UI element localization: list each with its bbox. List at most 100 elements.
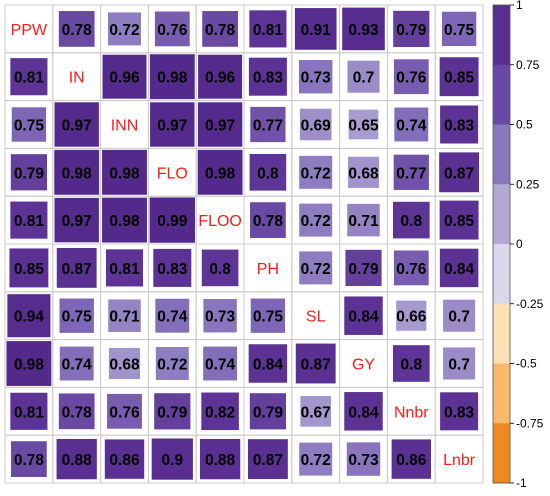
correlation-cell (347, 156, 380, 188)
correlation-cell (104, 439, 145, 479)
correlation-value: 0.93 (348, 22, 379, 39)
correlation-value: 0.79 (253, 404, 284, 421)
correlation-cell (149, 197, 195, 243)
correlation-cell (11, 107, 47, 142)
correlation-value: 0.81 (14, 404, 45, 421)
correlation-value: 0.79 (157, 404, 188, 421)
diagonal-cell (340, 340, 387, 387)
correlation-cell (10, 58, 48, 96)
correlation-value: 0.73 (205, 309, 236, 326)
variable-label: Lnbr (443, 452, 476, 469)
correlation-cell (393, 250, 429, 286)
correlation-cell (10, 392, 48, 430)
correlation-cell (439, 152, 480, 193)
correlation-cell (203, 298, 237, 333)
correlation-value: 0.67 (301, 404, 331, 421)
correlation-value: 0.72 (301, 261, 331, 278)
correlation-cell (155, 347, 189, 380)
correlation-cell (197, 102, 243, 147)
correlation-cell (7, 294, 51, 338)
legend-swatch (493, 303, 510, 364)
correlation-value: 0.87 (253, 452, 283, 469)
correlation-value: 0.88 (205, 452, 236, 469)
correlation-cell (10, 154, 47, 191)
correlation-cell (345, 249, 382, 286)
correlation-value: 0.78 (253, 213, 284, 230)
correlation-cell (299, 251, 333, 285)
correlation-value: 0.81 (109, 261, 140, 278)
correlation-cell (396, 300, 427, 331)
correlation-value: 0.96 (109, 70, 140, 87)
cell-border (434, 434, 484, 484)
legend-swatch (493, 5, 510, 66)
correlation-cell (439, 200, 479, 240)
variable-label: PH (257, 261, 279, 278)
correlation-value: 0.78 (62, 22, 93, 39)
correlation-value: 0.76 (109, 404, 140, 421)
variable-label: IN (69, 70, 85, 87)
correlation-cell (105, 249, 144, 287)
correlation-cell (248, 344, 288, 383)
correlation-value: 0.81 (253, 22, 284, 39)
correlation-value: 0.94 (14, 309, 45, 326)
correlation-cell (391, 439, 431, 479)
correlation-cell (299, 203, 333, 237)
diagonal-cell (245, 245, 291, 291)
correlation-value: 0.98 (62, 165, 93, 182)
legend-tick-label: -0.25 (516, 297, 544, 311)
correlation-value: 0.73 (301, 70, 332, 87)
legend-tick-label: 0.75 (516, 58, 540, 72)
legend-swatch (493, 184, 510, 245)
correlation-value: 0.8 (209, 261, 231, 278)
color-legend: 1 0.75 0.5 0.25 0 -0.25 -0.5 -0.75 -1 (492, 0, 544, 490)
correlation-cell (295, 343, 336, 384)
correlation-cell (439, 57, 479, 97)
correlation-value: 0.75 (444, 22, 475, 39)
correlation-cell (344, 392, 383, 431)
variable-label: SL (306, 309, 326, 326)
correlation-cell (342, 7, 385, 51)
correlation-cell (294, 8, 337, 50)
correlation-cell (247, 439, 288, 480)
correlation-value: 0.83 (253, 70, 284, 87)
correlation-cell (108, 299, 141, 332)
correlation-value: 0.75 (14, 118, 45, 135)
correlation-cell (154, 11, 190, 47)
correlation-cell (344, 296, 383, 335)
correlation-value: 0.85 (14, 261, 45, 278)
legend-swatch (493, 244, 510, 305)
correlation-cell (443, 347, 476, 380)
correlation-value: 0.81 (14, 213, 45, 230)
correlation-value: 0.97 (157, 118, 187, 135)
correlation-cell (201, 392, 239, 431)
correlation-value: 0.82 (205, 404, 235, 421)
correlation-cell (56, 247, 97, 288)
correlation-value: 0.84 (348, 309, 379, 326)
correlation-value: 0.86 (109, 452, 140, 469)
diagonal-cell (292, 292, 339, 339)
correlation-value: 0.97 (62, 213, 92, 230)
correlation-value: 0.74 (396, 118, 427, 135)
correlation-value: 0.87 (62, 261, 92, 278)
correlation-value: 0.74 (157, 309, 188, 326)
correlation-value: 0.77 (253, 118, 283, 135)
legend-swatch (493, 423, 510, 484)
correlation-value: 0.72 (301, 213, 331, 230)
correlation-cell (197, 149, 243, 195)
correlation-value: 0.77 (396, 165, 426, 182)
diagonal-cell (197, 197, 243, 243)
correlation-value: 0.98 (109, 165, 140, 182)
correlation-value: 0.97 (205, 118, 235, 135)
correlation-cell (248, 57, 287, 96)
correlation-value: 0.98 (109, 213, 140, 230)
legend-swatch (493, 64, 510, 125)
correlation-cell (59, 298, 94, 333)
correlation-cell (54, 197, 99, 243)
correlation-cell (394, 107, 429, 142)
correlation-value: 0.97 (62, 118, 92, 135)
correlation-value: 0.69 (301, 118, 332, 135)
correlation-value: 0.81 (14, 70, 45, 87)
correlation-cell (299, 155, 333, 189)
legend-tick-label: -0.75 (516, 416, 544, 430)
